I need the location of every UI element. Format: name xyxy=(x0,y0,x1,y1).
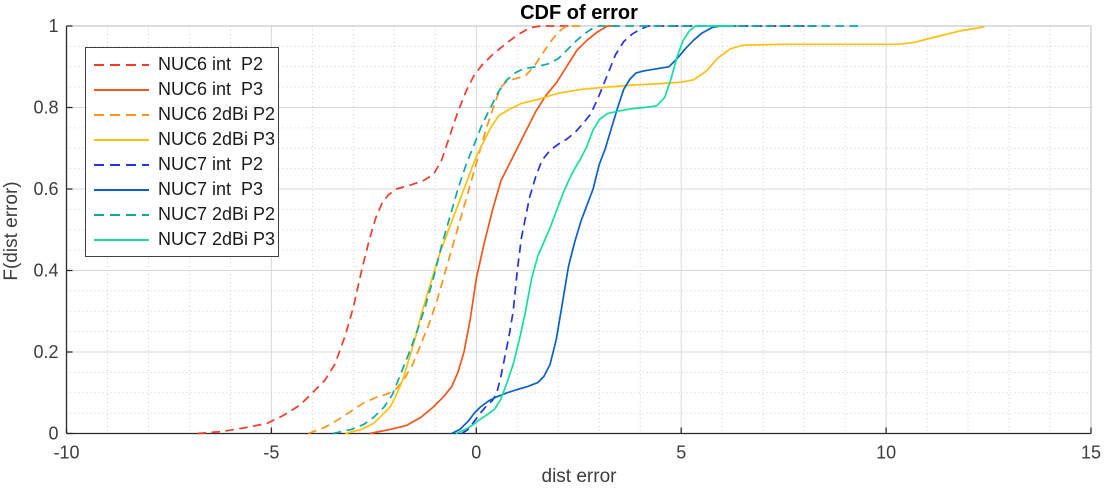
series-nuc7-int-p3 xyxy=(451,25,737,435)
x-tick-label: 5 xyxy=(676,443,686,463)
legend-line-sample xyxy=(94,213,149,216)
y-tick-label: 0.6 xyxy=(33,179,58,199)
y-tick-label: 0 xyxy=(48,424,58,444)
legend: NUC6 int P2 NUC6 int P3 NUC6 2dBi P2 NUC6 2… xyxy=(85,47,279,257)
chart-title: CDF of error xyxy=(520,2,638,24)
series-nuc7-2dbi-p3 xyxy=(455,25,735,435)
series-nuc7-2dbi-p2 xyxy=(332,25,862,435)
y-tick-label: 1 xyxy=(48,16,58,36)
legend-item: NUC7 2dBi P3 xyxy=(94,227,278,252)
legend-item-label: NUC7 int P2 xyxy=(158,154,264,174)
legend-line-sample xyxy=(94,238,149,241)
legend-item: NUC7 int P3 xyxy=(94,177,278,202)
legend-line-sample xyxy=(94,113,149,116)
legend-item-label: NUC6 int P3 xyxy=(158,79,264,99)
legend-item-label: NUC6 2dBi P2 xyxy=(158,104,276,124)
legend-item: NUC6 int P3 xyxy=(94,77,278,102)
legend-line-sample xyxy=(94,138,149,141)
series-nuc7-int-p2 xyxy=(461,25,817,435)
y-axis-label: F(dist error) xyxy=(1,181,22,281)
legend-item: NUC6 int P2 xyxy=(94,52,278,77)
legend-line-sample xyxy=(94,63,149,66)
y-tick-label: 0.8 xyxy=(33,98,58,118)
x-tick-label: -10 xyxy=(53,443,79,463)
series-nuc6-int-p2 xyxy=(197,25,571,435)
series-nuc6-2dbi-p2 xyxy=(308,25,583,435)
legend-item: NUC6 2dBi P3 xyxy=(94,127,278,152)
x-tick-label: -5 xyxy=(263,443,279,463)
x-tick-label: 15 xyxy=(1081,443,1101,463)
legend-item-label: NUC6 2dBi P3 xyxy=(158,129,276,149)
x-tick-label: 0 xyxy=(471,443,481,463)
legend-line-sample xyxy=(94,163,149,166)
legend-line-sample xyxy=(94,88,149,91)
x-tick-label: 10 xyxy=(876,443,896,463)
x-axis-label: dist error xyxy=(541,466,617,487)
legend-item-label: NUC7 2dBi P3 xyxy=(158,229,276,249)
legend-item-label: NUC6 int P2 xyxy=(158,54,264,74)
y-tick-label: 0.4 xyxy=(33,261,58,281)
legend-line-sample xyxy=(94,188,149,191)
y-tick-label: 0.2 xyxy=(33,342,58,362)
legend-item: NUC7 2dBi P2 xyxy=(94,202,278,227)
series-nuc6-int-p3 xyxy=(369,25,618,435)
series-nuc6-2dbi-p3 xyxy=(344,25,985,435)
legend-item: NUC7 int P2 xyxy=(94,152,278,177)
legend-item-label: NUC7 2dBi P2 xyxy=(158,204,276,224)
legend-item-label: NUC7 int P3 xyxy=(158,179,264,199)
legend-item: NUC6 2dBi P2 xyxy=(94,102,278,127)
